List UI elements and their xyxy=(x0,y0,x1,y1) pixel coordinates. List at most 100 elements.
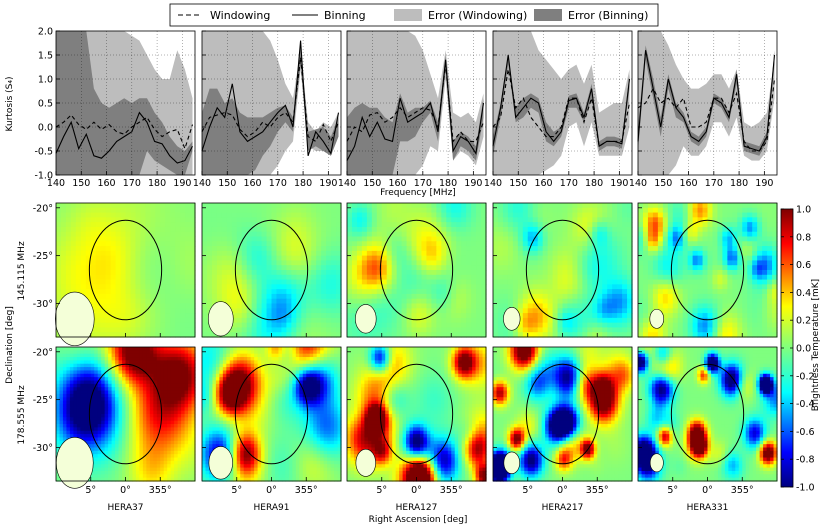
map-pixel xyxy=(602,313,608,319)
map-pixel xyxy=(386,327,393,333)
map-pixel xyxy=(557,308,564,314)
map-pixel xyxy=(90,303,97,309)
map-pixel xyxy=(376,279,383,285)
map-pixel xyxy=(145,217,151,223)
map-pixel xyxy=(95,231,102,238)
map-pixel xyxy=(351,217,358,223)
map-pixel xyxy=(311,236,317,242)
map-pixel xyxy=(471,289,477,295)
map-pixel xyxy=(336,289,342,295)
map-pixel xyxy=(66,407,71,412)
map-pixel xyxy=(128,390,134,395)
map-pixel xyxy=(707,289,714,295)
map-pixel xyxy=(401,270,408,276)
map-pixel xyxy=(316,212,322,218)
map-pixel xyxy=(597,260,603,266)
map-pixel xyxy=(291,236,297,242)
map-pixel xyxy=(80,363,85,368)
map-pixel xyxy=(366,289,373,295)
map-pixel xyxy=(251,270,258,276)
map-pixel xyxy=(672,212,679,218)
map-pixel xyxy=(436,274,442,281)
map-pixel xyxy=(291,293,297,300)
map-pixel xyxy=(153,357,158,361)
map-pixel xyxy=(747,317,753,324)
map-pixel xyxy=(456,298,462,305)
map-pixel xyxy=(149,360,154,365)
map-pixel xyxy=(139,357,144,361)
map-pixel xyxy=(261,327,268,333)
map-pixel xyxy=(226,231,233,238)
declination-ylabel: Declination [deg] xyxy=(5,306,15,384)
map-pixel xyxy=(125,303,132,309)
map-pixel xyxy=(130,203,137,209)
map-pixel xyxy=(97,363,102,368)
map-pixel xyxy=(184,403,189,408)
map-pixel xyxy=(180,236,186,242)
map-pixel xyxy=(697,270,704,276)
map-pixel xyxy=(682,293,689,300)
map-pixel xyxy=(493,327,499,333)
map-pixel xyxy=(190,322,196,329)
map-pixel xyxy=(125,363,130,368)
map-pixel xyxy=(90,350,95,355)
map-pixel xyxy=(130,255,137,262)
map-pixel xyxy=(582,332,588,338)
map-pixel xyxy=(642,255,649,262)
map-pixel xyxy=(772,231,778,238)
map-pixel xyxy=(149,347,154,351)
map-pixel xyxy=(155,313,161,319)
map-pixel xyxy=(627,293,633,300)
map-pixel xyxy=(146,393,151,398)
map-pixel xyxy=(577,255,583,262)
map-pixel xyxy=(246,241,253,247)
map-pixel xyxy=(757,212,763,218)
map-pixel xyxy=(767,274,773,281)
map-pixel xyxy=(236,255,243,262)
map-pixel xyxy=(466,236,472,242)
map-pixel xyxy=(216,222,223,228)
map-pixel xyxy=(371,270,378,276)
map-pixel xyxy=(476,332,482,338)
map-pixel xyxy=(421,260,428,266)
map-pixel xyxy=(170,303,176,309)
map-pixel xyxy=(149,390,154,395)
map-pixel xyxy=(97,393,102,398)
map-pixel xyxy=(722,231,728,238)
map-pixel xyxy=(181,350,186,355)
map-pixel xyxy=(652,255,659,262)
map-pixel xyxy=(672,332,679,338)
map-pixel xyxy=(108,397,113,402)
map-pixel xyxy=(532,246,539,252)
map-pixel xyxy=(582,284,588,290)
map-pixel xyxy=(582,317,588,324)
map-pixel xyxy=(638,322,644,329)
map-pixel xyxy=(381,303,388,309)
map-pixel xyxy=(406,322,413,329)
map-pixel xyxy=(70,226,77,233)
map-pixel xyxy=(256,322,263,329)
map-pixel xyxy=(175,270,181,276)
map-pixel xyxy=(697,279,704,285)
map-pixel xyxy=(104,360,109,365)
map-pixel xyxy=(184,400,189,405)
map-pixel xyxy=(184,387,189,392)
map-pixel xyxy=(111,390,116,395)
map-pixel xyxy=(762,250,768,257)
map-pixel xyxy=(471,308,477,314)
map-pixel xyxy=(552,222,559,228)
map-pixel xyxy=(677,313,684,319)
map-pixel xyxy=(537,236,544,242)
map-pixel xyxy=(185,226,191,233)
map-pixel xyxy=(142,380,147,385)
map-pixel xyxy=(752,289,758,295)
map-pixel xyxy=(301,241,307,247)
map-pixel xyxy=(90,298,97,305)
map-pixel xyxy=(306,317,312,324)
map-pixel xyxy=(677,274,684,281)
map-pixel xyxy=(421,255,428,262)
map-pixel xyxy=(311,293,317,300)
map-pixel xyxy=(702,308,709,314)
map-pixel xyxy=(622,260,628,266)
map-pixel xyxy=(108,383,113,388)
